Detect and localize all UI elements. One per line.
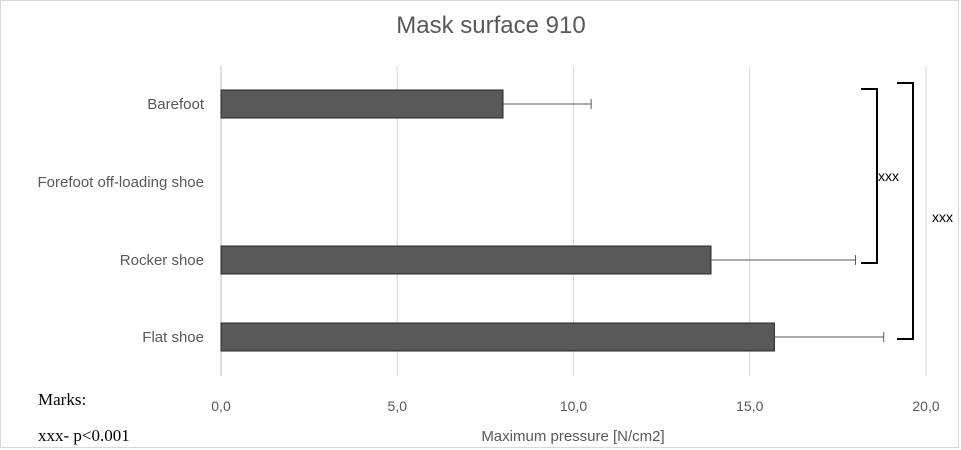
category-labels: Barefoot Forefoot off-loading shoe Rocker … (37, 96, 204, 346)
x-axis-label: Maximum pressure [N/cm2] (481, 428, 664, 445)
bar (220, 322, 775, 352)
category-label: Forefoot off-loading shoe (37, 174, 204, 191)
error-bars (503, 99, 885, 342)
significance-brackets: xxx xxx (861, 82, 953, 340)
x-tick-label: 15,0 (736, 398, 763, 414)
significance-label: xxx (878, 168, 899, 184)
category-label: Flat shoe (142, 329, 204, 346)
category-label: Barefoot (147, 96, 205, 113)
x-tick-label: 5,0 (388, 398, 408, 414)
significance-bracket (861, 88, 878, 264)
bar (220, 89, 504, 119)
bar (220, 245, 712, 275)
significance-label: xxx (932, 209, 953, 225)
x-tick-label: 20,0 (912, 398, 939, 414)
chart-title: Mask surface 910 (396, 12, 585, 39)
bars (220, 89, 775, 352)
x-tick-labels: 0,0 5,0 10,0 15,0 20,0 (211, 398, 940, 414)
category-label: Rocker shoe (120, 252, 204, 269)
marks-legend: xxx- p<0.001 (38, 426, 130, 445)
x-tick-label: 10,0 (560, 398, 587, 414)
significance-bracket (897, 82, 914, 340)
x-tick-label: 0,0 (211, 398, 231, 414)
marks-label: Marks: (38, 390, 86, 409)
